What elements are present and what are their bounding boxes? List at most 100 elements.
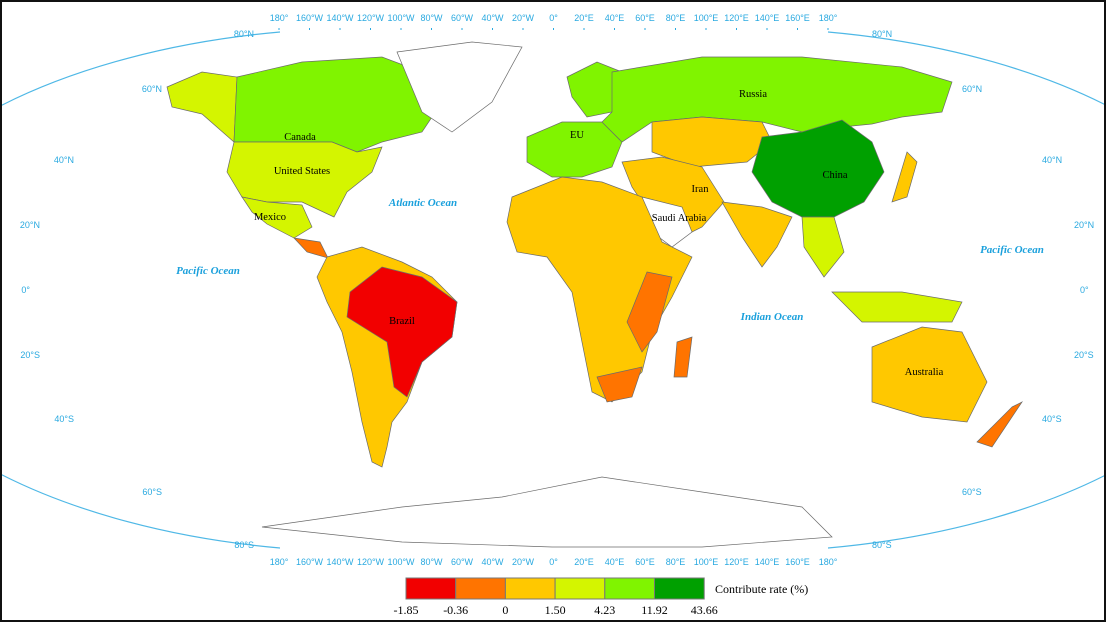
tick-mark [431, 28, 432, 30]
longitude-label-top: 160°W [296, 13, 324, 23]
tick-mark [309, 28, 310, 30]
legend-swatch [654, 577, 705, 600]
longitude-label-top: 180° [270, 13, 289, 23]
tick-mark [736, 28, 737, 30]
country-label-eu: EU [570, 130, 584, 141]
longitude-label-bottom: 180° [819, 557, 838, 567]
longitude-label-top: 100°W [387, 13, 415, 23]
longitude-label-bottom: 120°W [357, 557, 385, 567]
longitude-label-top: 20°W [512, 13, 535, 23]
longitude-label-top: 180° [819, 13, 838, 23]
region-mexico [241, 196, 313, 239]
country-label-china: China [822, 170, 847, 181]
longitude-label-top: 120°W [357, 13, 385, 23]
longitude-label-bottom: 80°W [420, 557, 443, 567]
country-label-usa: United States [274, 166, 330, 177]
legend-break-label: 43.66 [691, 603, 718, 617]
country-label-middle-east: Iran [692, 184, 710, 195]
legend-swatch [405, 577, 457, 600]
country-label-mexico: Mexico [254, 212, 286, 223]
region-south-africa [596, 366, 643, 403]
legend-swatch [604, 577, 655, 600]
map-outline-left [2, 31, 281, 549]
latitude-label-left: 20°N [20, 220, 40, 230]
tick-mark [827, 28, 829, 30]
longitude-label-bottom: 60°E [635, 557, 655, 567]
ocean-label: Pacific Ocean [176, 265, 240, 277]
longitude-label-top: 80°E [666, 13, 686, 23]
longitude-label-top: 120°E [724, 13, 749, 23]
longitude-label-bottom: 60°W [451, 557, 474, 567]
longitude-label-bottom: 80°E [666, 557, 686, 567]
legend-swatch [554, 577, 606, 600]
longitude-label-bottom: 140°E [755, 557, 780, 567]
latitude-label-left: 20°S [20, 350, 40, 360]
tick-mark [705, 28, 707, 30]
region-china [751, 119, 885, 218]
region-new-zealand [976, 401, 1024, 448]
longitude-label-bottom: 160°E [785, 557, 810, 567]
longitude-label-top: 40°W [481, 13, 504, 23]
longitude-label-top: 40°E [605, 13, 625, 23]
latitude-label-left: 0° [21, 285, 30, 295]
latitude-label-left: 60°S [142, 487, 162, 497]
latitude-label-left: 80°S [234, 540, 254, 550]
longitude-label-top: 140°E [755, 13, 780, 23]
region-india [721, 201, 793, 268]
longitude-label-bottom: 20°E [574, 557, 594, 567]
region-brazil [346, 266, 458, 398]
tick-mark [583, 28, 585, 30]
longitude-label-bottom: 140°W [326, 557, 354, 567]
latitude-label-right: 0° [1080, 285, 1089, 295]
tick-mark [400, 28, 402, 30]
latitude-label-right: 20°S [1074, 350, 1094, 360]
longitude-label-bottom: 40°W [481, 557, 504, 567]
longitude-label-bottom: 160°W [296, 557, 324, 567]
longitude-label-top: 140°W [326, 13, 354, 23]
ocean-label: Atlantic Ocean [388, 197, 457, 209]
region-southeast-asia [801, 216, 845, 278]
region-australia [871, 326, 988, 423]
tick-mark [614, 28, 615, 30]
longitude-label-top: 0° [549, 13, 558, 23]
longitude-label-top: 60°E [635, 13, 655, 23]
country-label-russia: Russia [739, 89, 767, 100]
latitude-label-left: 60°N [142, 84, 162, 94]
longitude-label-top: 100°E [694, 13, 719, 23]
latitude-label-right: 60°S [962, 487, 982, 497]
legend-break-label: 0 [502, 603, 508, 617]
legend-swatch [504, 577, 556, 600]
tick-mark [339, 28, 341, 30]
ocean-label: Pacific Ocean [980, 244, 1044, 256]
map-outline-right [827, 31, 1104, 549]
latitude-label-left: 80°N [234, 29, 254, 39]
region-japan [891, 151, 918, 203]
longitude-label-top: 60°W [451, 13, 474, 23]
region-indonesia [831, 291, 963, 323]
tick-mark [370, 28, 371, 30]
longitude-label-bottom: 120°E [724, 557, 749, 567]
tick-mark [461, 28, 463, 30]
region-east-africa [626, 271, 673, 353]
legend-title: Contribute rate (%) [715, 582, 808, 596]
country-label-saudi-arabia: Saudi Arabia [652, 213, 707, 224]
tick-mark [522, 28, 524, 30]
regions-layer [166, 41, 1024, 548]
tick-mark [644, 28, 646, 30]
longitude-label-bottom: 180° [270, 557, 289, 567]
region-madagascar [673, 336, 693, 378]
latitude-label-right: 80°S [872, 540, 892, 550]
tick-mark [675, 28, 676, 30]
region-alaska [166, 71, 238, 143]
ocean-label: Indian Ocean [740, 311, 804, 323]
legend-swatch [455, 577, 506, 600]
latitude-label-right: 80°N [872, 29, 892, 39]
region-usa [226, 141, 383, 218]
region-greenland [396, 41, 523, 133]
region-central-america [293, 237, 329, 259]
legend-break-label: 4.23 [594, 603, 615, 617]
legend-break-label: -0.36 [443, 603, 468, 617]
legend-break-label: 11.92 [641, 603, 668, 617]
